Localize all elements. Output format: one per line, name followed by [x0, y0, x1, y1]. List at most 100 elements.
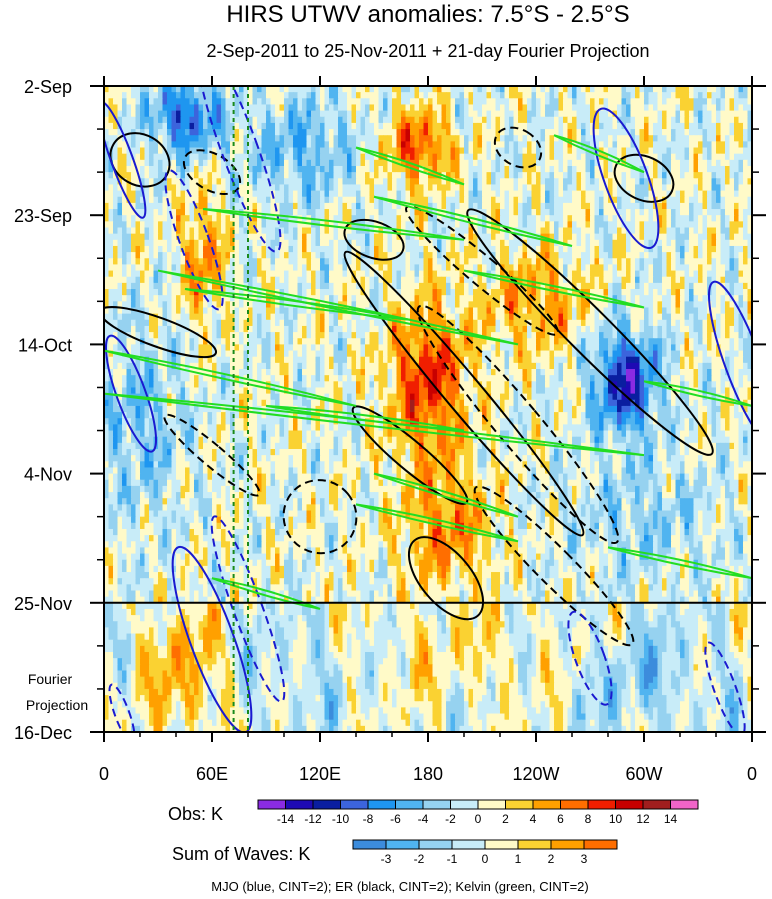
field-cell	[153, 209, 159, 216]
field-cell	[176, 221, 182, 229]
field-cell	[378, 209, 384, 216]
field-cell	[153, 190, 159, 198]
field-cell	[126, 129, 132, 136]
field-cell	[221, 227, 227, 235]
field-cell	[576, 215, 582, 222]
field-cell	[689, 165, 695, 173]
field-cell	[185, 215, 191, 222]
field-cell	[189, 129, 195, 136]
field-cell	[626, 104, 632, 112]
field-cell	[657, 258, 663, 266]
field-cell	[275, 227, 281, 235]
field-cell	[230, 233, 236, 241]
field-cell	[612, 196, 618, 204]
field-cell	[527, 252, 533, 259]
field-cell	[729, 135, 735, 142]
field-cell	[243, 98, 249, 106]
field-cell	[635, 252, 641, 259]
field-cell	[365, 122, 371, 130]
field-cell	[288, 141, 294, 149]
field-cell	[162, 295, 168, 302]
field-cell	[270, 227, 276, 235]
field-cell	[684, 110, 690, 118]
field-cell	[329, 110, 335, 118]
field-cell	[428, 227, 434, 235]
field-cell	[320, 258, 326, 266]
field-cell	[171, 116, 177, 124]
field-cell	[689, 129, 695, 136]
field-cell	[203, 282, 209, 290]
field-cell	[270, 239, 276, 247]
field-cell	[104, 202, 110, 210]
field-cell	[567, 129, 573, 136]
field-cell	[518, 202, 524, 210]
field-cell	[225, 159, 231, 167]
field-cell	[648, 141, 654, 149]
field-cell	[716, 172, 722, 179]
field-cell	[599, 110, 605, 118]
field-cell	[666, 276, 672, 284]
field-cell	[144, 239, 150, 247]
field-cell	[320, 295, 326, 302]
field-cell	[432, 159, 438, 167]
field-cell	[203, 122, 209, 130]
field-cell	[324, 147, 330, 155]
field-cell	[635, 282, 641, 290]
field-cell	[171, 289, 177, 296]
field-cell	[126, 264, 132, 272]
field-cell	[351, 178, 357, 186]
field-cell	[608, 282, 614, 290]
field-cell	[167, 295, 173, 302]
field-cell	[518, 122, 524, 130]
field-cell	[279, 172, 285, 179]
field-cell	[117, 116, 123, 124]
field-cell	[189, 147, 195, 155]
field-cell	[423, 92, 429, 99]
field-cell	[104, 159, 110, 167]
field-cell	[279, 104, 285, 112]
field-cell	[522, 159, 528, 167]
field-cell	[203, 264, 209, 272]
field-cell	[225, 141, 231, 149]
field-cell	[374, 295, 380, 302]
field-cell	[437, 110, 443, 118]
field-cell	[590, 135, 596, 142]
field-cell	[347, 258, 353, 266]
field-cell	[333, 110, 339, 118]
field-cell	[504, 245, 510, 253]
field-cell	[437, 129, 443, 136]
field-cell	[180, 135, 186, 142]
field-cell	[738, 264, 744, 272]
field-cell	[743, 86, 749, 93]
field-cell	[239, 276, 245, 284]
field-cell	[572, 104, 578, 112]
field-cell	[360, 282, 366, 290]
field-cell	[729, 289, 735, 296]
field-cell	[576, 184, 582, 192]
field-cell	[486, 104, 492, 112]
field-cell	[662, 165, 668, 173]
field-cell	[626, 258, 632, 266]
field-cell	[162, 245, 168, 253]
field-cell	[171, 153, 177, 161]
field-cell	[567, 92, 573, 99]
field-cell	[338, 110, 344, 118]
field-cell	[680, 178, 686, 186]
field-cell	[162, 110, 168, 118]
field-cell	[396, 245, 402, 253]
field-cell	[513, 221, 519, 229]
field-cell	[540, 215, 546, 222]
field-cell	[671, 227, 677, 235]
field-cell	[216, 215, 222, 222]
field-cell	[360, 141, 366, 149]
field-cell	[702, 252, 708, 259]
field-cell	[689, 190, 695, 198]
field-cell	[351, 86, 357, 93]
field-cell	[401, 233, 407, 241]
field-cell	[270, 172, 276, 179]
field-cell	[747, 165, 752, 173]
field-cell	[626, 264, 632, 272]
field-cell	[117, 153, 123, 161]
field-cell	[432, 209, 438, 216]
field-cell	[522, 135, 528, 142]
